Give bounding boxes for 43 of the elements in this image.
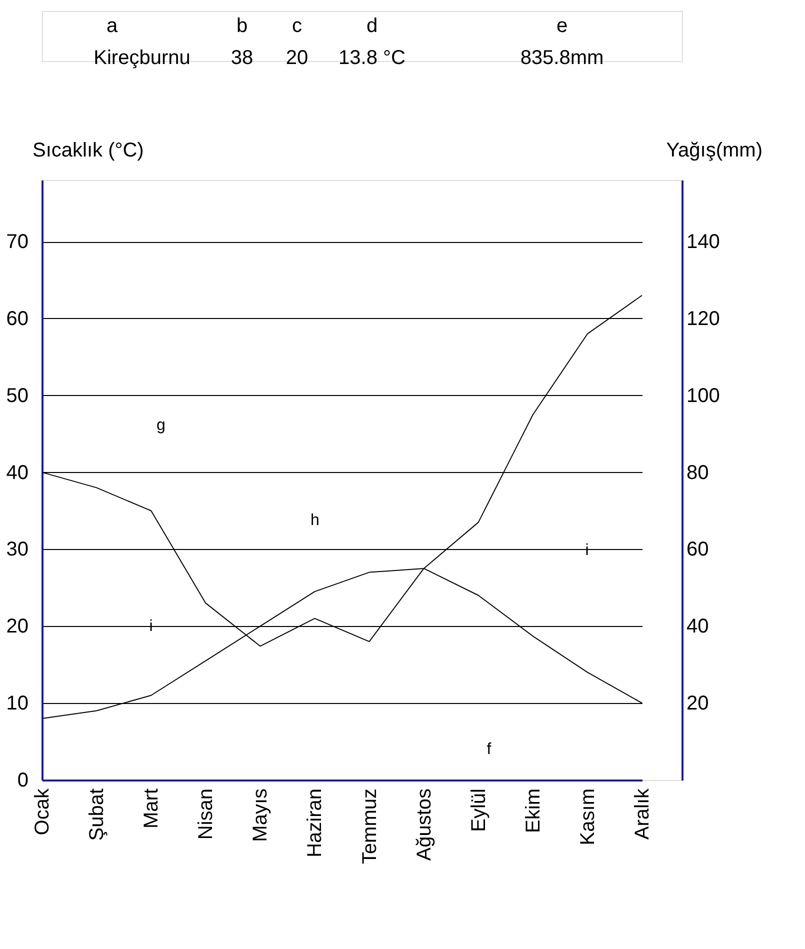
annotation: f <box>486 741 492 758</box>
y-axis-title: Sıcaklık (°C) <box>32 140 144 162</box>
x-tick-label: Nisan <box>195 788 218 840</box>
y-tick-label: 70 <box>6 231 28 254</box>
y2-tick-label: 100 <box>686 384 720 407</box>
y2-tick-label: 20 <box>686 692 709 715</box>
text: 13.8 °C <box>338 47 406 69</box>
x-tick-label: Şubat <box>86 788 108 841</box>
x-tick-label: Mayıs <box>250 788 272 842</box>
annotation: h <box>310 512 320 529</box>
y-tick-label: 30 <box>6 538 28 561</box>
y-tick-label: 40 <box>6 462 28 484</box>
y2-tick-label: 80 <box>686 462 709 484</box>
x-tick-label: Kasım <box>576 788 599 846</box>
x-tick-label: Aralık <box>632 788 654 840</box>
x-tick-label: Temmuz <box>358 788 381 864</box>
text: 38 <box>230 47 254 69</box>
y-tick-label: 10 <box>6 692 28 715</box>
y-tick-label: 60 <box>6 308 28 330</box>
x-tick-label: Eylül <box>468 788 490 832</box>
text: a <box>106 15 118 37</box>
y-tick-label: 0 <box>17 770 28 792</box>
text: 835.8mm <box>520 47 604 69</box>
x-tick-label: Ocak <box>32 788 54 836</box>
text: 20 <box>286 47 308 69</box>
y-tick-label: 50 <box>6 384 28 407</box>
x-tick-label: Ekim <box>522 788 544 833</box>
text: d <box>366 15 378 37</box>
y2-tick-label: 60 <box>686 538 709 561</box>
text: c <box>292 15 302 37</box>
x-tick-label: Mart <box>140 788 163 828</box>
y-tick-label: 20 <box>6 616 28 638</box>
x-tick-label: Ağustos <box>413 788 436 861</box>
y2-tick-label: 120 <box>686 308 720 330</box>
y2-axis-title: Yağış(mm) <box>666 140 762 162</box>
line-series <box>42 294 642 719</box>
text: Kireçburnu <box>94 47 190 69</box>
annotation: g <box>156 417 166 434</box>
y2-tick-label: 140 <box>686 231 720 254</box>
text: e <box>556 15 568 37</box>
x-tick-label: Haziran <box>304 788 326 858</box>
text: b <box>236 15 248 37</box>
y2-tick-label: 40 <box>686 616 709 638</box>
